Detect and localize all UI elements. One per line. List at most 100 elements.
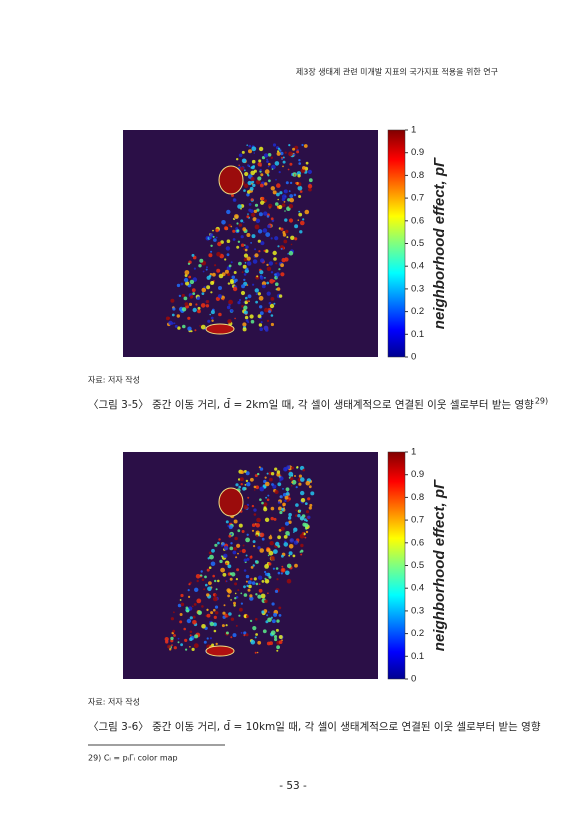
speckle <box>218 538 221 541</box>
speckle <box>243 189 246 192</box>
speckle <box>189 279 195 285</box>
speckle <box>305 530 309 534</box>
speckle <box>276 472 281 477</box>
speckle <box>258 159 262 163</box>
speckle <box>257 314 262 319</box>
speckle <box>250 477 254 482</box>
speckle <box>244 248 248 252</box>
speckle <box>270 297 275 301</box>
speckle <box>242 486 246 491</box>
speckle <box>293 174 296 176</box>
speckle <box>287 253 289 255</box>
speckle <box>170 639 174 643</box>
speckle <box>236 158 239 161</box>
speckle <box>205 268 208 271</box>
speckle <box>169 648 172 651</box>
speckle <box>268 575 272 579</box>
speckle <box>282 233 287 237</box>
speckle <box>290 235 295 240</box>
speckle <box>265 232 271 238</box>
speckle <box>184 270 190 275</box>
speckle <box>209 554 214 560</box>
speckle <box>226 253 230 257</box>
speckle <box>187 326 192 331</box>
speckle <box>243 593 248 597</box>
speckle <box>186 618 192 624</box>
speckle <box>192 255 197 260</box>
speckle <box>258 583 261 585</box>
speckle <box>248 208 252 212</box>
speckle <box>277 482 282 487</box>
speckle <box>280 567 286 573</box>
speckle <box>272 619 276 624</box>
speckle <box>298 474 302 478</box>
speckle <box>263 502 268 507</box>
speckle <box>201 578 205 581</box>
speckle <box>236 229 239 233</box>
speckle <box>223 553 228 558</box>
speckle <box>189 616 193 620</box>
speckle <box>186 609 190 613</box>
speckle <box>261 580 265 583</box>
speckle <box>266 158 268 161</box>
speckle <box>269 303 275 309</box>
speckle <box>226 239 231 243</box>
speckle <box>217 241 222 247</box>
speckle <box>184 302 189 306</box>
speckle <box>200 303 206 308</box>
speckle <box>247 496 250 499</box>
speckle <box>266 548 270 552</box>
speckle <box>244 484 247 486</box>
speckle <box>286 236 289 239</box>
speckle <box>173 634 176 637</box>
speckle <box>230 533 233 536</box>
speckle <box>242 227 247 232</box>
speckle <box>232 198 237 202</box>
speckle <box>270 630 276 636</box>
speckle <box>242 544 245 547</box>
speckle <box>267 617 272 623</box>
speckle <box>256 651 259 654</box>
speckle <box>276 276 278 279</box>
speckle <box>246 256 251 261</box>
speckle <box>225 520 229 524</box>
speckle <box>210 281 215 285</box>
speckle <box>177 637 180 640</box>
speckle <box>172 629 176 633</box>
speckle <box>268 301 272 305</box>
speckle <box>266 291 271 296</box>
speckle <box>276 151 281 156</box>
speckle <box>192 307 197 313</box>
speckle <box>290 243 293 246</box>
colorbar <box>387 451 406 680</box>
speckle <box>259 327 264 332</box>
speckle <box>258 146 264 152</box>
speckle <box>295 514 298 517</box>
speckle <box>211 548 215 553</box>
speckle <box>244 244 246 246</box>
speckle <box>305 161 309 165</box>
speckle <box>259 467 264 471</box>
speckle <box>264 579 270 584</box>
speckle <box>200 570 203 573</box>
speckle <box>259 270 264 275</box>
speckle <box>280 227 284 231</box>
speckle <box>229 577 233 581</box>
speckle <box>264 570 267 574</box>
speckle <box>263 153 269 158</box>
speckle <box>297 174 301 178</box>
speckle <box>270 555 276 561</box>
speckle <box>230 636 233 639</box>
speckle <box>225 562 228 565</box>
speckle <box>243 305 248 310</box>
colorbar-label: neighborhood effect, pΓ <box>431 479 448 651</box>
speckle <box>240 243 245 247</box>
speckle <box>212 596 218 602</box>
speckle <box>255 633 258 636</box>
speckle <box>259 305 263 309</box>
speckle <box>284 210 286 212</box>
colorbar-tick-label: 0.4 <box>411 583 424 594</box>
speckle <box>226 209 231 215</box>
speckle <box>188 595 191 599</box>
speckle <box>279 191 283 195</box>
